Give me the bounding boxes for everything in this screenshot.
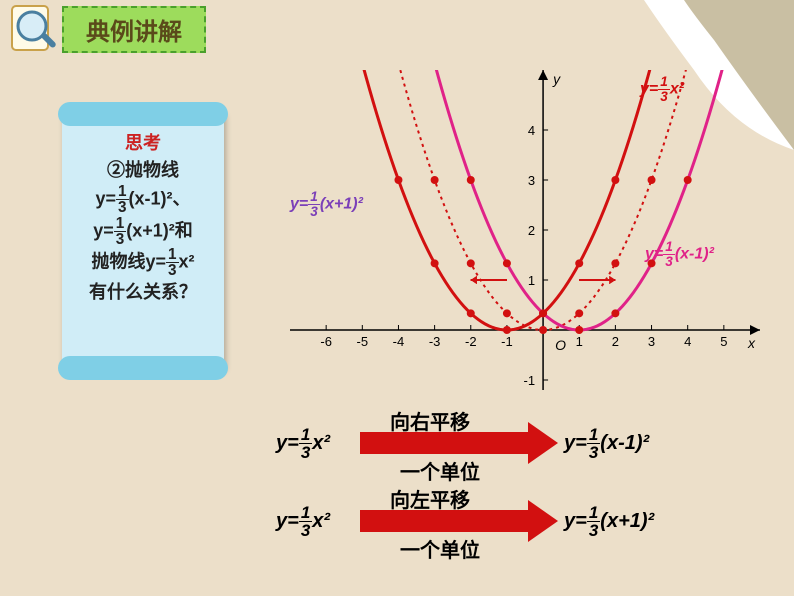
thinking-title: 思考 xyxy=(70,130,216,157)
transform-right: y=13x² 向右平移 一个单位 y=13(x-1)² xyxy=(260,408,740,478)
t2-top-label: 向左平移 xyxy=(390,484,470,513)
svg-text:3: 3 xyxy=(648,334,655,349)
svg-text:-6: -6 xyxy=(320,334,332,349)
svg-text:5: 5 xyxy=(720,334,727,349)
t2-bottom-label: 一个单位 xyxy=(400,534,480,563)
svg-text:2: 2 xyxy=(528,223,535,238)
svg-text:-2: -2 xyxy=(465,334,477,349)
svg-text:3: 3 xyxy=(528,173,535,188)
svg-text:-5: -5 xyxy=(357,334,369,349)
t1-to: y=13(x-1)² xyxy=(564,426,649,461)
svg-text:2: 2 xyxy=(612,334,619,349)
t2-from: y=13x² xyxy=(276,504,330,539)
thinking-panel: 思考 ②抛物线 y=13(x-1)²、 y=13(x+1)²和 抛物线y=13x… xyxy=(62,112,224,370)
t1-from: y=13x² xyxy=(276,426,330,461)
svg-text:x: x xyxy=(747,335,756,351)
arrow-body xyxy=(360,510,530,532)
magnifier-icon xyxy=(4,0,60,56)
arrow-body xyxy=(360,432,530,454)
svg-text:1: 1 xyxy=(576,334,583,349)
label-left-parabola: y=13(x+1)² xyxy=(290,190,363,218)
thinking-question: 有什么关系？ xyxy=(70,279,216,306)
arrow-head-icon xyxy=(528,500,558,542)
parabola-chart: -6 -5 -4 -3 -2 -1 1 2 3 4 5 -1 1 2 3 4 Ox y xyxy=(290,70,760,390)
svg-text:-1: -1 xyxy=(501,334,513,349)
transform-left: y=13x² 向左平移 一个单位 y=13(x+1)² xyxy=(260,486,740,556)
label-right-parabola: y=13(x-1)² xyxy=(645,240,714,268)
thinking-content: 思考 ②抛物线 y=13(x-1)²、 y=13(x+1)²和 抛物线y=13x… xyxy=(62,112,224,314)
svg-text:y: y xyxy=(552,71,561,87)
thinking-eq2: y=13(x+1)²和 xyxy=(70,216,216,248)
svg-text:4: 4 xyxy=(684,334,691,349)
section-header: 典例讲解 xyxy=(62,6,206,53)
svg-text:1: 1 xyxy=(528,273,535,288)
t2-to: y=13(x+1)² xyxy=(564,504,654,539)
t1-bottom-label: 一个单位 xyxy=(400,456,480,485)
thinking-line1: ②抛物线 xyxy=(70,157,216,184)
svg-text:-1: -1 xyxy=(524,373,536,388)
label-center-parabola: y=13x² xyxy=(640,75,684,103)
scroll-top-roll xyxy=(58,102,228,126)
svg-text:-4: -4 xyxy=(393,334,405,349)
svg-text:-3: -3 xyxy=(429,334,441,349)
section-title: 典例讲解 xyxy=(86,19,182,46)
svg-text:O: O xyxy=(555,337,566,353)
arrow-head-icon xyxy=(528,422,558,464)
thinking-line4: 抛物线y=13x² xyxy=(70,247,216,279)
svg-text:4: 4 xyxy=(528,123,535,138)
thinking-eq1: y=13(x-1)²、 xyxy=(70,184,216,216)
scroll-bottom-roll xyxy=(58,356,228,380)
t1-top-label: 向右平移 xyxy=(390,406,470,435)
